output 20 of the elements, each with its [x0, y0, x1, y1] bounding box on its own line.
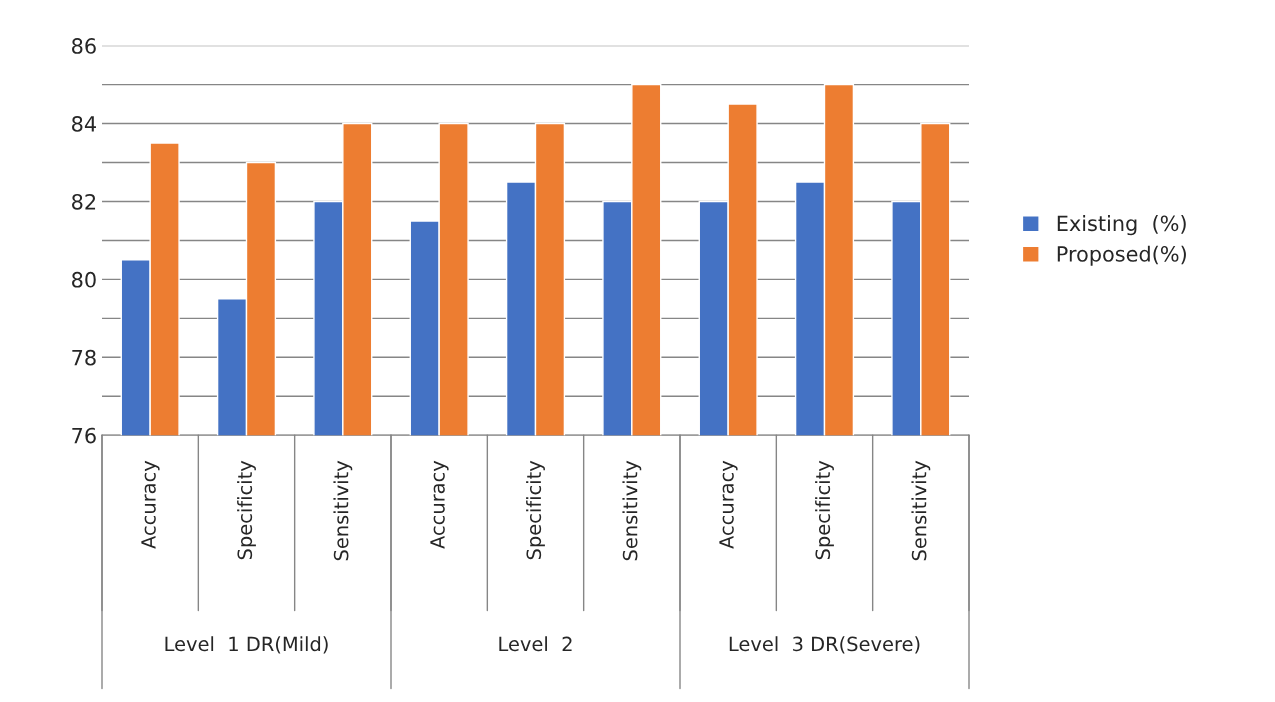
- y-tick-label: 86: [72, 38, 96, 54]
- y-tick-label: 78: [72, 349, 96, 366]
- y-tick-label: 76: [72, 427, 96, 444]
- text: Level 2: [499, 636, 572, 652]
- x-tick-label: Specificity: [237, 460, 256, 560]
- x-tick-label: Sensitivity: [333, 460, 353, 561]
- y-tick-label: 80: [72, 271, 96, 288]
- x-tick-label: Accuracy: [719, 460, 738, 549]
- x-tick-label: Sensitivity: [622, 460, 642, 561]
- text: Level 3 DR(Severe): [729, 636, 920, 654]
- text: Level 1 DR(Mild): [165, 636, 328, 654]
- legend-label: Existing (%): [1057, 215, 1186, 236]
- legend-label: Proposed(%): [1057, 245, 1186, 266]
- y-tick-label: 84: [72, 116, 96, 132]
- x-tick-label: Sensitivity: [911, 460, 931, 561]
- x-tick-label: Accuracy: [430, 460, 449, 549]
- y-tick-label: 82: [72, 193, 96, 210]
- x-tick-label: Specificity: [526, 460, 545, 560]
- x-tick-label: Specificity: [815, 460, 834, 560]
- x-tick-label: Accuracy: [141, 460, 160, 549]
